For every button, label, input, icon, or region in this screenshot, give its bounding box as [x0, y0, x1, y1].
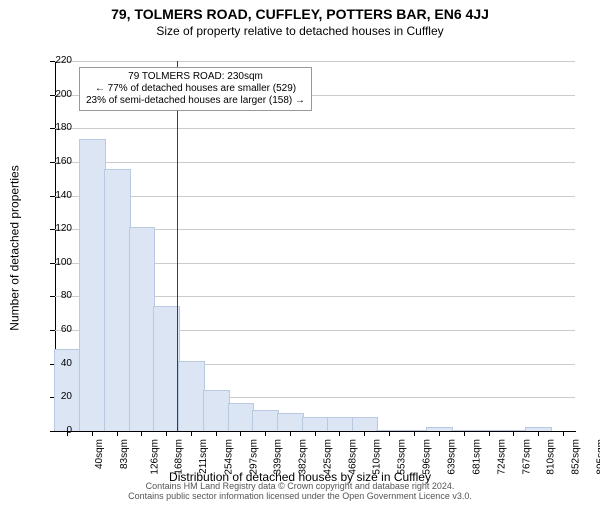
x-tick — [489, 431, 490, 436]
x-tick — [538, 431, 539, 436]
y-tick-label: 120 — [32, 223, 72, 234]
x-tick — [191, 431, 192, 436]
x-tick — [339, 431, 340, 436]
x-tick — [513, 431, 514, 436]
histogram-bar — [178, 361, 205, 431]
x-tick-label: 211sqm — [198, 439, 209, 474]
histogram-bar — [79, 139, 106, 431]
title-main: 79, TOLMERS ROAD, CUFFLEY, POTTERS BAR, … — [0, 6, 600, 22]
histogram-bar — [203, 390, 230, 431]
annotation-box: 79 TOLMERS ROAD: 230sqm← 77% of detached… — [79, 67, 312, 111]
y-tick-label: 180 — [32, 122, 72, 133]
chart-area: 79 TOLMERS ROAD: 230sqm← 77% of detached… — [55, 61, 575, 431]
x-tick — [240, 431, 241, 436]
x-tick — [315, 431, 316, 436]
histogram-bar — [228, 403, 255, 431]
annotation-line: 23% of semi-detached houses are larger (… — [86, 95, 305, 107]
x-tick — [117, 431, 118, 436]
footer-line-2: Contains public sector information licen… — [0, 492, 600, 502]
y-axis-label-wrap: Number of detached properties — [2, 61, 22, 431]
y-tick-label: 20 — [32, 391, 72, 402]
annotation-line: 79 TOLMERS ROAD: 230sqm — [86, 71, 305, 83]
grid-line — [55, 61, 575, 62]
y-tick-label: 100 — [32, 257, 72, 268]
reference-line — [177, 61, 178, 431]
y-axis-label: Number of detached properties — [8, 165, 22, 330]
grid-line — [55, 162, 575, 163]
x-tick — [389, 431, 390, 436]
x-tick — [563, 431, 564, 436]
x-tick — [290, 431, 291, 436]
annotation-line: ← 77% of detached houses are smaller (52… — [86, 83, 305, 95]
histogram-bar — [302, 417, 329, 431]
x-tick — [141, 431, 142, 436]
histogram-bar — [327, 417, 354, 431]
x-tick — [364, 431, 365, 436]
histogram-bar — [277, 413, 304, 431]
y-tick-label: 40 — [32, 358, 72, 369]
histogram-bar — [129, 227, 156, 432]
y-tick-label: 60 — [32, 324, 72, 335]
grid-line — [55, 196, 575, 197]
x-tick — [166, 431, 167, 436]
x-tick — [464, 431, 465, 436]
histogram-bar — [352, 417, 379, 431]
title-sub: Size of property relative to detached ho… — [0, 24, 600, 38]
grid-line — [55, 128, 575, 129]
y-tick-label: 220 — [32, 55, 72, 66]
x-tick — [414, 431, 415, 436]
plot-region: 79 TOLMERS ROAD: 230sqm← 77% of detached… — [55, 61, 575, 431]
histogram-bar — [104, 169, 131, 431]
x-tick-label: 83sqm — [119, 439, 130, 469]
x-tick — [439, 431, 440, 436]
x-tick — [216, 431, 217, 436]
y-tick-label: 80 — [32, 290, 72, 301]
x-tick — [92, 431, 93, 436]
x-tick-label: 40sqm — [94, 439, 105, 469]
y-tick-label: 140 — [32, 190, 72, 201]
footer-attribution: Contains HM Land Registry data © Crown c… — [0, 482, 600, 502]
y-tick-label: 160 — [32, 156, 72, 167]
chart-container: 79, TOLMERS ROAD, CUFFLEY, POTTERS BAR, … — [0, 6, 600, 506]
y-tick-label: 200 — [32, 89, 72, 100]
histogram-bar — [252, 410, 279, 431]
x-tick — [265, 431, 266, 436]
y-tick-label: 0 — [32, 425, 72, 436]
